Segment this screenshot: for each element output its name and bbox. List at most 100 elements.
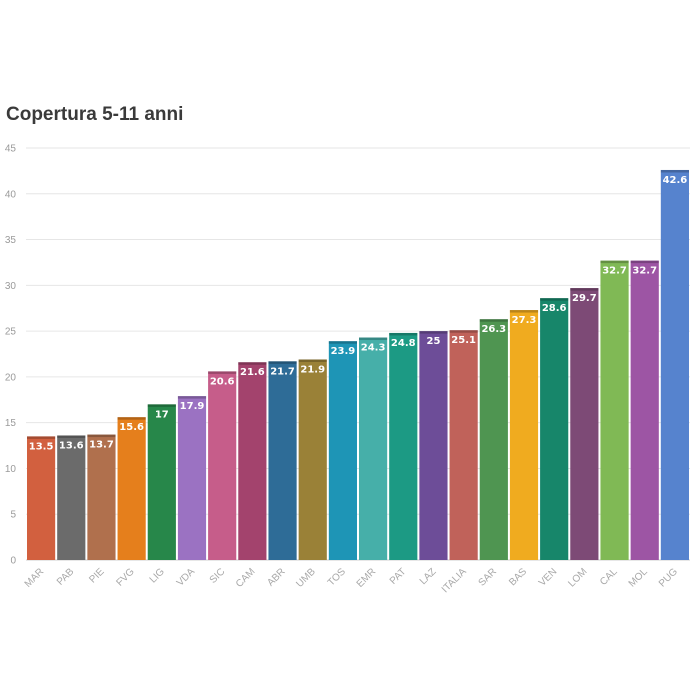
data-label: 23.9 <box>331 346 356 357</box>
bar-mol[interactable] <box>630 260 659 560</box>
x-tick-label: TOS <box>326 566 348 588</box>
bar-sic[interactable] <box>208 371 237 560</box>
bar-tos[interactable] <box>328 341 357 560</box>
x-axis-ticks: MAR PAB PIE FVG LIG VDA SIC CAM ABR UMB TOS EMR PAT L… <box>23 566 680 595</box>
data-label: 21.7 <box>270 366 295 377</box>
data-label: 26.3 <box>481 324 506 335</box>
x-tick-label: SIC <box>208 566 228 586</box>
y-tick-label: 45 <box>5 144 17 155</box>
bar-abr[interactable] <box>268 361 297 560</box>
data-label: 27.3 <box>512 315 537 326</box>
x-tick-label: LIG <box>148 566 167 585</box>
data-label: 28.6 <box>542 303 567 314</box>
bar-top-edge <box>660 169 689 173</box>
bar-bas[interactable] <box>509 310 539 560</box>
x-tick-label: PAT <box>388 566 408 586</box>
bar-pat[interactable] <box>389 332 418 560</box>
data-labels: 13.5 13.6 13.7 15.6 17 17.9 20.6 21.6 21.7 21.9 23… <box>29 175 688 452</box>
bar-cal[interactable] <box>600 260 629 560</box>
x-tick-label: MAR <box>23 566 47 590</box>
data-label: 21.9 <box>300 364 325 375</box>
bar-top-edge <box>87 434 116 438</box>
y-tick-label: 40 <box>5 189 17 200</box>
bar-mar[interactable] <box>27 436 56 560</box>
x-tick-label: VEN <box>537 566 559 588</box>
x-tick-label: ABR <box>265 566 287 588</box>
y-tick-label: 15 <box>5 418 17 429</box>
bar-top-edge <box>570 288 599 291</box>
bar-vda[interactable] <box>177 396 207 560</box>
chart-title: Copertura 5-11 anni <box>6 104 184 125</box>
x-tick-label: UMB <box>294 566 318 590</box>
y-tick-label: 35 <box>5 235 17 246</box>
bar-top-edge <box>268 361 297 364</box>
x-tick-label: SAR <box>477 566 499 588</box>
bar-umb[interactable] <box>298 359 327 560</box>
bar-top-edge <box>238 362 267 365</box>
x-tick-label: LAZ <box>418 566 439 587</box>
x-tick-label: PAB <box>55 566 77 588</box>
bar-top-edge <box>449 330 478 333</box>
x-tick-label: VDA <box>175 566 198 589</box>
bar-top-edge <box>509 310 539 313</box>
bar-pab[interactable] <box>57 435 86 560</box>
bar-top-edge <box>328 341 357 344</box>
data-label: 25.1 <box>451 335 476 346</box>
bar-top-edge <box>57 435 86 438</box>
bar-top-edge <box>177 396 207 399</box>
bar-top-edge <box>630 260 659 264</box>
data-label: 24.3 <box>361 343 386 354</box>
y-tick-label: 5 <box>10 510 16 521</box>
bar-top-edge <box>600 260 629 264</box>
data-label: 42.6 <box>663 175 688 186</box>
data-label: 15.6 <box>119 422 144 433</box>
bar-top-edge <box>208 371 237 374</box>
bar-top-edge <box>419 331 448 334</box>
data-label: 13.5 <box>29 441 54 452</box>
bar-lom[interactable] <box>570 288 599 560</box>
bar-emr[interactable] <box>359 337 388 560</box>
y-tick-label: 0 <box>10 556 16 567</box>
x-tick-label: PIE <box>87 566 106 585</box>
bar-pie[interactable] <box>87 434 116 560</box>
data-label: 13.6 <box>59 440 84 451</box>
y-tick-label: 20 <box>5 372 17 383</box>
data-label: 24.8 <box>391 338 416 349</box>
data-label: 13.7 <box>89 440 114 451</box>
bar-italia[interactable] <box>449 330 478 560</box>
x-tick-label: FVG <box>114 566 136 588</box>
bar-top-edge <box>27 436 56 439</box>
y-tick-label: 30 <box>5 281 17 292</box>
x-tick-label: PUG <box>657 566 680 589</box>
bars <box>27 169 689 560</box>
bar-cam[interactable] <box>238 362 267 560</box>
bar-top-edge <box>389 332 418 336</box>
y-axis-ticks: 0 5 10 15 20 25 30 35 40 45 <box>5 144 17 567</box>
bar-top-edge <box>117 417 146 420</box>
x-tick-label: CAL <box>598 566 620 588</box>
x-tick-label: MOL <box>627 566 650 589</box>
data-label: 20.6 <box>210 376 235 387</box>
y-tick-label: 10 <box>5 464 17 475</box>
x-tick-label: LOM <box>566 566 589 589</box>
bar-ven[interactable] <box>540 298 569 560</box>
bar-laz[interactable] <box>419 331 448 560</box>
bar-top-edge <box>359 337 388 341</box>
data-label: 17 <box>155 409 169 420</box>
bar-lig[interactable] <box>147 404 176 560</box>
data-label: 32.7 <box>602 266 627 277</box>
x-tick-label: EMR <box>355 566 379 590</box>
bar-top-edge <box>479 319 508 322</box>
bar-top-edge <box>298 359 327 362</box>
x-tick-label: CAM <box>234 566 258 590</box>
bar-fvg[interactable] <box>117 417 146 560</box>
x-tick-label: ITALIA <box>440 566 469 595</box>
bar-top-edge <box>147 404 176 407</box>
y-tick-label: 25 <box>5 327 17 338</box>
bar-pug[interactable] <box>660 169 689 560</box>
bar-sar[interactable] <box>479 319 508 560</box>
data-label: 29.7 <box>572 293 597 304</box>
data-label: 25 <box>426 336 440 347</box>
data-label: 17.9 <box>180 401 205 412</box>
